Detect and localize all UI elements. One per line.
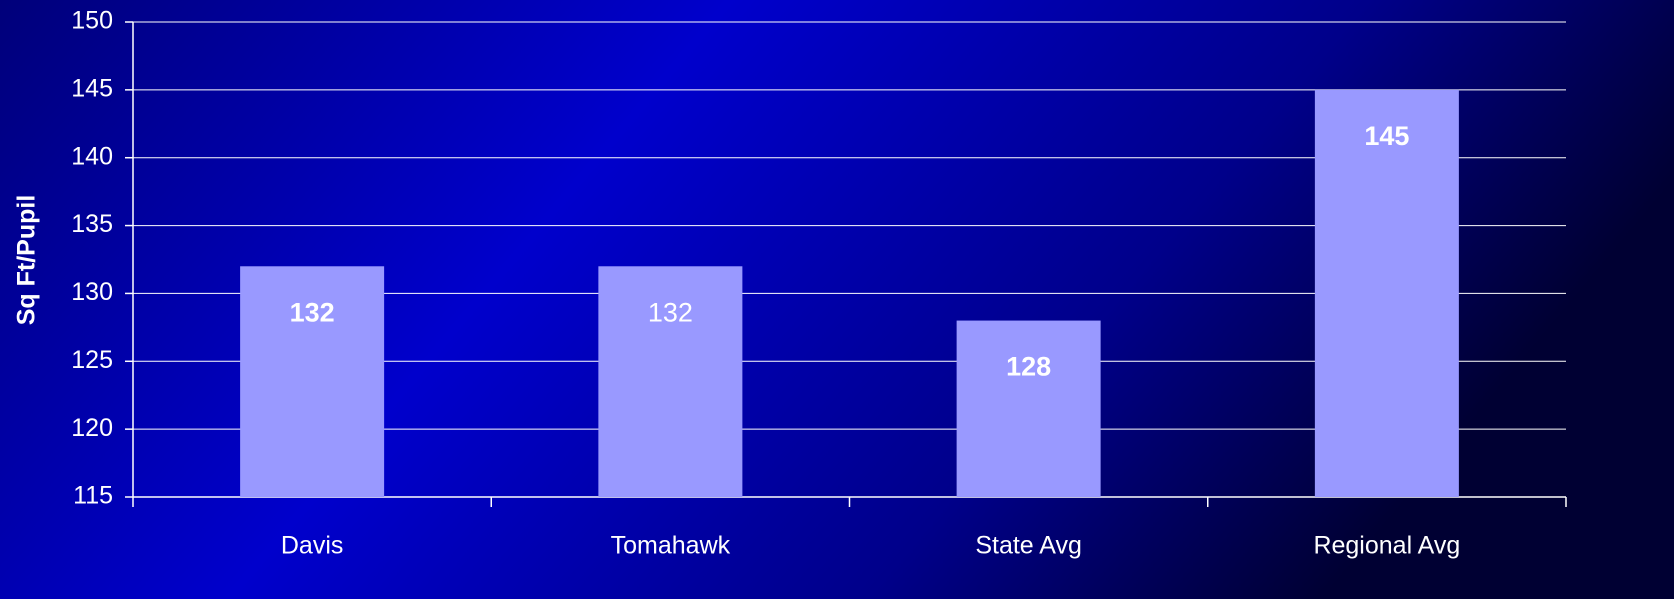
y-tick-label: 130	[71, 278, 113, 306]
x-tick-label: Davis	[281, 532, 344, 560]
value-label: 145	[1364, 121, 1409, 151]
value-label: 128	[1006, 352, 1051, 382]
y-tick-label: 115	[73, 482, 113, 510]
value-label: 132	[290, 297, 335, 327]
x-tick-label: Regional Avg	[1313, 532, 1460, 560]
x-tick-label: State Avg	[975, 532, 1082, 560]
bar	[598, 266, 743, 497]
y-tick-label: 135	[71, 210, 113, 238]
y-axis-label: Sq Ft/Pupil	[13, 195, 41, 326]
y-tick-label: 140	[71, 142, 113, 170]
y-tick-label: 120	[71, 414, 113, 442]
value-label: 132	[648, 297, 693, 327]
bar	[240, 266, 385, 497]
bar	[956, 320, 1101, 497]
y-tick-label: 145	[71, 74, 113, 102]
y-tick-label: 125	[71, 346, 113, 374]
y-tick-label: 150	[71, 7, 113, 35]
x-tick-label: Tomahawk	[611, 532, 731, 560]
bar	[1314, 89, 1459, 497]
